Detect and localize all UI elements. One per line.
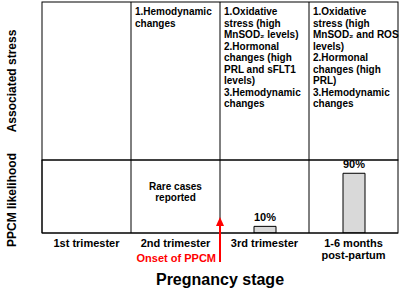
- svg-text:3rd trimester: 3rd trimester: [231, 237, 299, 249]
- svg-text:2nd trimester: 2nd trimester: [141, 237, 211, 249]
- svg-text:1.Hemodynamicchanges: 1.Hemodynamicchanges: [135, 6, 212, 29]
- svg-text:Pregnancy stage: Pregnancy stage: [156, 271, 284, 288]
- svg-text:Onset of PPCM: Onset of PPCM: [137, 252, 216, 264]
- svg-text:10%: 10%: [254, 211, 276, 223]
- svg-text:1-6 monthspost-partum: 1-6 monthspost-partum: [321, 237, 385, 261]
- svg-text:1.Oxidativestress (highMnSOD₂: 1.Oxidativestress (highMnSOD₂ and ROSlev…: [313, 6, 392, 109]
- svg-text:PPCM likelihood: PPCM likelihood: [8, 153, 19, 247]
- svg-text:1.Oxidativestress (highMnSOD₂: 1.Oxidativestress (highMnSOD₂ levels)2.H…: [224, 6, 301, 109]
- svg-text:Associated stress: Associated stress: [8, 29, 19, 132]
- svg-text:90%: 90%: [343, 158, 365, 170]
- svg-text:1st trimester: 1st trimester: [53, 237, 120, 249]
- svg-text:Rare casesreported: Rare casesreported: [149, 181, 202, 203]
